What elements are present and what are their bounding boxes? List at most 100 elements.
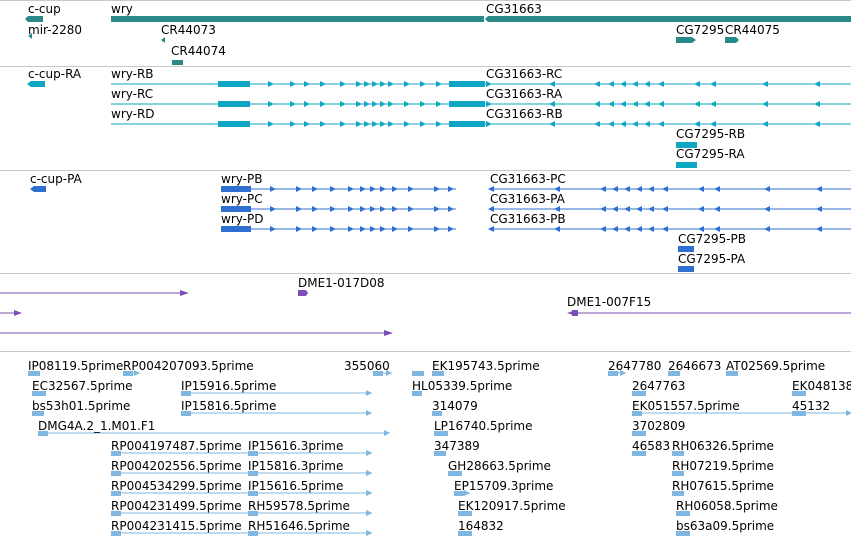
clone-DME1-007F15[interactable]: DME1-007F15 xyxy=(567,295,851,316)
est-feature[interactable] xyxy=(38,430,390,436)
est-feature[interactable] xyxy=(672,491,684,496)
est-label[interactable]: DMG4A.2_1.M01.F1 xyxy=(38,419,155,433)
est-label[interactable]: EK048138 xyxy=(792,379,851,393)
est-label[interactable]: HL05339.5prime xyxy=(412,379,512,393)
est-feature[interactable] xyxy=(792,411,806,416)
est-feature[interactable] xyxy=(668,371,680,376)
est-feature[interactable] xyxy=(632,431,646,436)
gene-CG31663[interactable]: CG31663 xyxy=(485,2,851,22)
feature-label[interactable]: wry-RD xyxy=(111,107,155,121)
est-label[interactable]: EK051557.5prime xyxy=(632,399,740,413)
est-feature[interactable] xyxy=(434,431,448,436)
feature-label[interactable]: CG31663-PA xyxy=(490,192,566,206)
est-label[interactable]: RH06326.5prime xyxy=(672,439,774,453)
est-label[interactable]: EK195743.5prime xyxy=(432,359,540,373)
est-label[interactable]: RP004231499.5prime xyxy=(111,499,242,513)
transcript-c-cup-RA[interactable]: c-cup-RA xyxy=(27,67,82,87)
est-label[interactable]: RH07219.5prime xyxy=(672,459,774,473)
gene-CR44073[interactable]: CR44073 xyxy=(161,23,216,43)
feature-label[interactable]: CG31663-PB xyxy=(490,212,566,226)
est-feature[interactable] xyxy=(448,471,462,476)
est-feature[interactable] xyxy=(181,410,372,416)
est-feature[interactable] xyxy=(792,391,806,396)
est-label[interactable]: IP15616.5prime xyxy=(248,479,343,493)
gene-CG7295[interactable]: CG7295 xyxy=(676,23,724,43)
est-label[interactable]: EP15709.3prime xyxy=(454,479,553,493)
transcript-model[interactable] xyxy=(111,121,851,127)
est-feature[interactable] xyxy=(412,391,422,396)
est-label[interactable]: RH51646.5prime xyxy=(248,519,350,533)
est-label[interactable]: LP16740.5prime xyxy=(434,419,533,433)
feature-label[interactable]: wry-PB xyxy=(221,172,262,186)
est-feature[interactable] xyxy=(632,391,646,396)
est-label[interactable]: GH28663.5prime xyxy=(448,459,551,473)
est-feature[interactable] xyxy=(248,530,372,536)
feature-label[interactable]: CG31663-RB xyxy=(486,107,563,121)
est-label[interactable]: IP15816.5prime xyxy=(181,399,276,413)
transcript-model[interactable] xyxy=(111,101,851,107)
protein-c-cup-PA[interactable]: c-cup-PA xyxy=(30,172,83,192)
est-feature[interactable] xyxy=(181,390,372,396)
est-label[interactable]: 2647780 xyxy=(608,359,661,373)
est-feature[interactable] xyxy=(248,510,372,516)
est-feature[interactable] xyxy=(676,531,690,536)
est-feature[interactable] xyxy=(632,410,851,416)
est-feature[interactable] xyxy=(248,450,372,456)
est-label[interactable]: IP08119.5prime xyxy=(28,359,123,373)
feature-label[interactable]: wry-PC xyxy=(221,192,263,206)
protein-model[interactable] xyxy=(221,186,851,192)
est-feature[interactable] xyxy=(32,391,46,396)
est-feature[interactable] xyxy=(672,451,684,456)
feature-label[interactable]: CG31663-RC xyxy=(486,67,562,81)
clone-bar-1[interactable] xyxy=(0,290,189,296)
est-feature[interactable] xyxy=(726,371,738,376)
est-label[interactable]: 46583 xyxy=(632,439,670,453)
est-label[interactable]: IP15816.3prime xyxy=(248,459,343,473)
est-label[interactable]: RH06058.5prime xyxy=(676,499,778,513)
est-feature[interactable] xyxy=(632,451,646,456)
est-feature[interactable] xyxy=(458,511,472,516)
feature-label[interactable]: wry-RB xyxy=(111,67,154,81)
transcript-model[interactable] xyxy=(111,81,851,87)
est-label[interactable]: 314079 xyxy=(432,399,478,413)
est-label[interactable]: 2646673 xyxy=(668,359,721,373)
protein-CG7295-PA[interactable]: CG7295-PA xyxy=(678,252,746,272)
est-label[interactable]: RP004197487.5prime xyxy=(111,439,242,453)
feature-label[interactable]: CG31663-RA xyxy=(486,87,563,101)
est-label[interactable]: 2647763 xyxy=(632,379,685,393)
est-feature[interactable] xyxy=(123,370,140,376)
est-feature[interactable] xyxy=(28,371,40,376)
est-label[interactable]: 164832 xyxy=(458,519,504,533)
est-feature[interactable] xyxy=(458,531,472,536)
clone-bar-2[interactable] xyxy=(0,310,22,316)
protein-model[interactable] xyxy=(221,226,851,232)
clone-DME1-017D08[interactable]: DME1-017D08 xyxy=(298,276,385,296)
feature-label[interactable]: wry-PD xyxy=(221,212,263,226)
est-label[interactable]: bs53h01.5prime xyxy=(32,399,130,413)
gene-wry[interactable]: wry xyxy=(111,2,484,22)
est-label[interactable]: AT02569.5prime xyxy=(726,359,825,373)
est-label[interactable]: EC32567.5prime xyxy=(32,379,133,393)
est-label[interactable]: 355060 xyxy=(344,359,390,373)
est-feature[interactable] xyxy=(676,511,690,516)
transcript-CG7295-RA[interactable]: CG7295-RA xyxy=(676,147,745,168)
est-label[interactable]: EK120917.5prime xyxy=(458,499,566,513)
est-feature[interactable] xyxy=(434,451,446,456)
feature-label[interactable]: CG31663-PC xyxy=(490,172,566,186)
est-feature[interactable] xyxy=(32,411,44,416)
est-label[interactable]: IP15616.3prime xyxy=(248,439,343,453)
est-feature[interactable] xyxy=(432,411,442,416)
est-label[interactable]: RH07615.5prime xyxy=(672,479,774,493)
est-feature[interactable] xyxy=(248,470,372,476)
est-label[interactable]: 3702809 xyxy=(632,419,685,433)
protein-CG7295-PB[interactable]: CG7295-PB xyxy=(678,232,746,252)
est-label[interactable]: 347389 xyxy=(434,439,480,453)
est-feature[interactable] xyxy=(672,471,684,476)
gene-mir-2280[interactable]: mir-2280 xyxy=(28,23,82,39)
est-feature[interactable] xyxy=(454,490,470,496)
est-label[interactable]: RP004207093.5prime xyxy=(123,359,254,373)
est-label[interactable]: RP004534299.5prime xyxy=(111,479,242,493)
est-feature[interactable] xyxy=(373,370,392,376)
feature-label[interactable]: wry-RC xyxy=(111,87,153,101)
gene-CR44075[interactable]: CR44075 xyxy=(725,23,780,43)
